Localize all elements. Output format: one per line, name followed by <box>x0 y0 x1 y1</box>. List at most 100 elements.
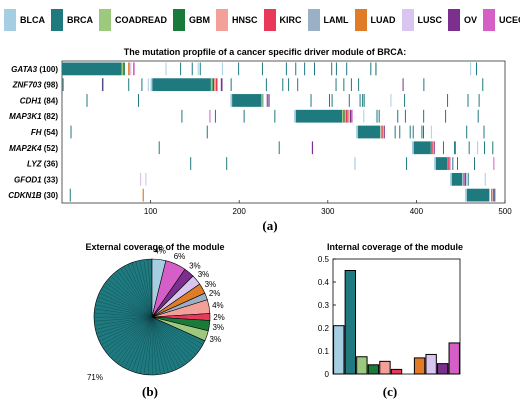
legend-item-coadread: COADREAD <box>99 9 167 31</box>
gene-count: (33) <box>42 175 59 184</box>
pie-slice-label: 71% <box>87 373 103 382</box>
pie-slice-stripe <box>97 316 153 338</box>
pie-slice <box>151 316 209 342</box>
mutation-mark <box>409 125 411 139</box>
gene-count: (52) <box>42 144 59 153</box>
mutation-mark <box>412 125 414 139</box>
gene-name: ZNF703 <box>12 81 42 90</box>
mutation-mark <box>128 78 130 92</box>
legend-label: LUAD <box>370 15 396 25</box>
mutation-mark <box>465 188 467 202</box>
pie-slice-stripe <box>95 316 153 330</box>
mutation-mark <box>354 157 356 170</box>
mutation-mark <box>454 141 456 155</box>
mutation-mark <box>492 188 494 202</box>
mutation-mark <box>482 78 484 92</box>
mutation-mark <box>404 109 406 123</box>
mutation-mark <box>288 78 290 92</box>
mutation-mark <box>493 188 494 202</box>
mutation-mark <box>431 141 433 155</box>
pie-slice-stripe <box>96 316 153 334</box>
heatmap-marks <box>62 62 496 202</box>
mutation-mark <box>384 125 385 139</box>
mutation-mark <box>197 62 199 76</box>
mutation-mark <box>478 94 480 107</box>
mutation-mark <box>421 125 423 139</box>
pie-slice-stripe <box>127 316 153 370</box>
legend-label: OV <box>464 15 478 25</box>
gene-label-gata3: GATA3 (100) <box>11 65 58 74</box>
mutation-mark <box>349 109 352 123</box>
mutation-mark <box>491 188 492 202</box>
mutation-mark <box>343 78 345 92</box>
mutation-mark <box>215 78 218 92</box>
pie-slice-stripe <box>94 316 153 322</box>
legend-swatch <box>307 9 320 31</box>
mutation-mark <box>142 188 144 202</box>
legend-item-gbm: GBM <box>173 9 210 31</box>
mutation-mark <box>214 78 216 92</box>
gene-name: MAP3K1 <box>9 112 42 121</box>
mutation-mark <box>344 109 347 123</box>
panel-label-a: (a) <box>262 218 277 233</box>
pie-slice-stripe <box>151 316 184 366</box>
pie-slice-stripe <box>151 316 202 349</box>
mutation-mark <box>331 94 333 107</box>
mutation-mark <box>451 172 463 186</box>
mutation-mark <box>370 62 372 76</box>
mutation-mark <box>445 109 447 123</box>
legend-label: LUSC <box>417 15 443 25</box>
gene-name: CDKN1B <box>8 191 42 200</box>
legend-item-brca: BRCA <box>51 9 93 31</box>
bar-luad <box>413 357 426 375</box>
pie-slice-stripe <box>101 316 153 346</box>
mutation-mark <box>423 109 425 123</box>
legend-label: GBM <box>189 15 211 25</box>
gene-label-znf703: ZNF703 (98) <box>12 81 59 90</box>
mutation-mark <box>492 141 494 155</box>
pie-slice-stripe <box>135 316 153 373</box>
mutation-mark <box>123 62 125 76</box>
mutation-mark <box>297 78 299 92</box>
pie-slice-stripe <box>143 259 153 318</box>
mutation-mark <box>449 157 451 170</box>
mutation-mark <box>358 78 360 92</box>
pie-slice-label: 2% <box>213 313 225 322</box>
gene-name: GATA3 <box>11 65 37 74</box>
pie-slice-stripe <box>99 316 153 342</box>
gene-count: (98) <box>42 81 59 90</box>
mutation-mark <box>70 125 72 139</box>
pie-slice-stripe <box>151 316 165 374</box>
gene-name: LYZ <box>27 160 43 169</box>
panel-label-b: (b) <box>142 384 158 399</box>
mutation-mark <box>141 78 143 92</box>
mutation-mark <box>447 94 449 107</box>
gene-name: GFOD1 <box>14 175 42 184</box>
pie-slice-label: 4% <box>212 301 224 310</box>
mutation-mark <box>466 188 490 202</box>
pie-slice-label: 3% <box>198 270 210 279</box>
mutation-mark <box>406 157 408 170</box>
pie-slice-stripe <box>94 308 153 318</box>
legend-swatch <box>401 9 414 31</box>
mutation-mark <box>484 141 486 155</box>
mutation-mark <box>411 141 414 155</box>
legend-swatch <box>216 9 229 31</box>
mutation-mark <box>404 94 406 107</box>
mutation-mark <box>422 125 424 139</box>
heatmap-gene-labels: GATA3 (100)ZNF703 (98)CDH1 (84)MAP3K1 (8… <box>8 65 58 200</box>
pie-slice-stripe <box>110 316 153 359</box>
legend-item-kirc: KIRC <box>263 9 302 31</box>
mutation-mark <box>346 109 348 123</box>
mutation-mark <box>145 172 147 186</box>
bar-kirc <box>390 368 403 375</box>
pie-slice-label: 3% <box>205 280 217 289</box>
mutation-mark <box>463 172 465 186</box>
mutation-mark <box>362 94 364 107</box>
mutation-mark <box>230 94 233 107</box>
mutation-mark <box>357 125 381 139</box>
mutation-mark <box>62 62 122 76</box>
mutation-mark <box>304 62 306 76</box>
y-tick-label: 0.4 <box>318 278 330 287</box>
